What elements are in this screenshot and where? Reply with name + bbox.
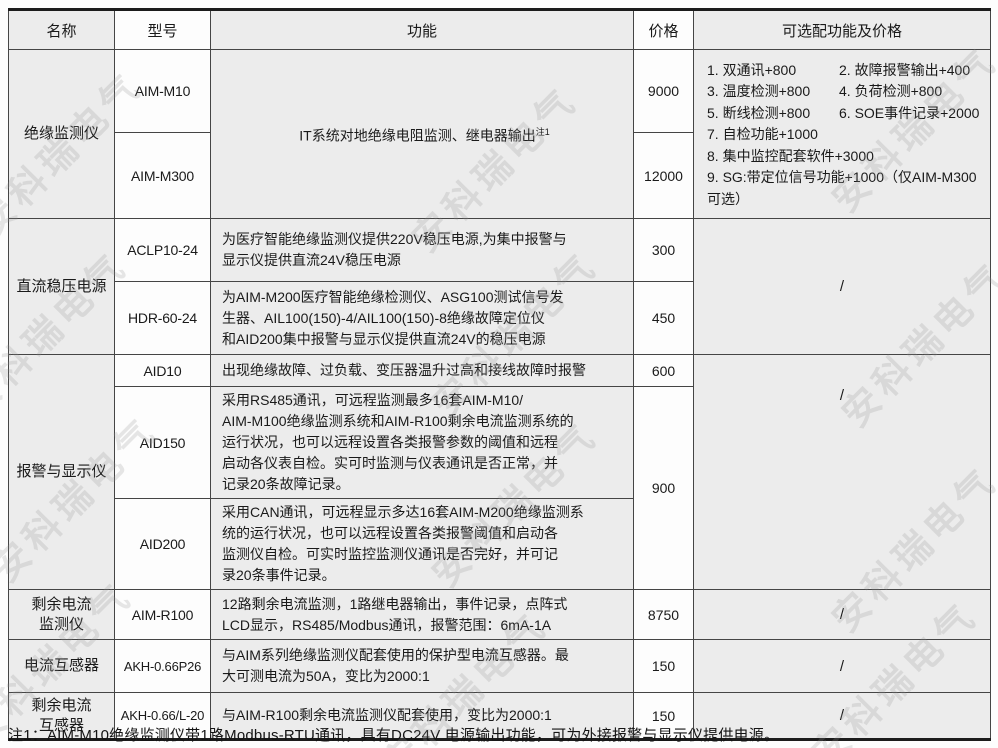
option-line: 5. 断线检测+800 6. SOE事件记录+2000	[707, 103, 986, 125]
row-hdr-60-24: HDR-60-24 为AIM-M200医疗智能绝缘检测仪、ASG100测试信号发…	[9, 281, 991, 355]
cell-model-aid150: AID150	[114, 386, 211, 499]
option-item: 5. 断线检测+800	[707, 104, 811, 121]
option-item: 3. 温度检测+800	[707, 83, 811, 100]
cell-model-aim-m300: AIM-M300	[114, 132, 211, 219]
cell-function-aim-r100: 12路剩余电流监测，1路继电器输出，事件记录，点阵式 LCD显示，RS485/M…	[210, 589, 634, 640]
cell-function-insulation: IT系统对地绝缘电阻监测、继电器输出注1	[210, 49, 634, 219]
cell-model-aclp10-24: ACLP10-24	[114, 218, 211, 282]
row-akh-066l20: 剩余电流 互感器 AKH-0.66/L-20 与AIM-R100剩余电流监测仪配…	[8, 692, 991, 740]
row-aid10: 报警与显示仪 AID10 出现绝缘故障、过负载、变压器温升过高和接线故障时报警 …	[8, 354, 991, 590]
cell-model-aim-m10: AIM-M10	[114, 49, 211, 133]
cell-name-alarm-display: 报警与显示仪	[8, 354, 115, 590]
header-price: 价格	[633, 9, 694, 50]
cell-options-dc-power: /	[693, 218, 991, 355]
row-aclp10-24: 直流稳压电源 ACLP10-24 为医疗智能绝缘监测仪提供220V稳压电源,为集…	[8, 218, 991, 355]
cell-model-aid200: AID200	[114, 498, 211, 590]
cell-name-dc-power: 直流稳压电源	[8, 218, 115, 355]
table-header-row: 名称 型号 功能 价格 可选配功能及价格	[8, 9, 991, 50]
cell-price-aclp10-24: 300	[633, 218, 694, 282]
option-line: 8. 集中监控配套软件+3000	[707, 147, 874, 164]
row-aid200: AID200 采用CAN通讯，可远程显示多达16套AIM-M200绝缘监测系 统…	[9, 498, 991, 590]
option-item: 6. SOE事件记录+2000	[839, 104, 980, 121]
cell-function-aclp10-24: 为医疗智能绝缘监测仪提供220V稳压电源,为集中报警与 显示仪提供直流24V稳压…	[210, 218, 634, 282]
cell-options-akh-066p26: /	[693, 639, 991, 693]
cell-function-akh-066p26: 与AIM系列绝缘监测仪配套使用的保护型电流互感器。最 大可测电流为50A，变比为…	[210, 639, 634, 693]
option-line: 9. SG:带定位信号功能+1000（仅AIM-M300 可选）	[707, 169, 977, 207]
header-options: 可选配功能及价格	[693, 9, 991, 50]
footnote: 注1：AIM-M10绝缘监测仪带1路Modbus-RTU通讯，具有DC24V 电…	[8, 727, 780, 744]
cell-options-akh-066l20: /	[693, 692, 991, 740]
cell-name-current-transformer: 电流互感器	[8, 639, 115, 693]
option-item: 4. 负荷检测+800	[839, 83, 943, 100]
cell-options-insulation: 1. 双通讯+800 2. 故障报警输出+400 3. 温度检测+800 4. 负荷…	[693, 49, 991, 219]
cell-function-aid200: 采用CAN通讯，可远程显示多达16套AIM-M200绝缘监测系 统的运行状况，也…	[210, 498, 634, 590]
option-line: 3. 温度检测+800 4. 负荷检测+800	[707, 81, 986, 103]
cell-model-hdr-60-24: HDR-60-24	[114, 281, 211, 355]
option-line: 1. 双通讯+800 2. 故障报警输出+400	[707, 60, 986, 82]
function-text: IT系统对地绝缘电阻监测、继电器输出	[299, 127, 536, 144]
cell-name-insulation: 绝缘监测仪	[8, 49, 115, 219]
row-aim-r100: 剩余电流 监测仪 AIM-R100 12路剩余电流监测，1路继电器输出，事件记录…	[8, 589, 991, 640]
cell-options-alarm-display: /	[693, 354, 991, 590]
cell-name-residual-monitor: 剩余电流 监测仪	[8, 589, 115, 640]
cell-model-aid10: AID10	[114, 354, 211, 387]
cell-price-aid150-aid200: 900	[633, 386, 694, 590]
header-model: 型号	[114, 9, 211, 50]
cell-model-aim-r100: AIM-R100	[114, 589, 211, 640]
option-item: 2. 故障报警输出+400	[839, 61, 971, 78]
cell-price-hdr-60-24: 450	[633, 281, 694, 355]
option-item: 1. 双通讯+800	[707, 61, 797, 78]
header-name: 名称	[8, 9, 115, 50]
cell-name-residual-ct: 剩余电流 互感器	[8, 692, 115, 740]
cell-price-aim-r100: 8750	[633, 589, 694, 640]
cell-model-akh-066p26: AKH-0.66P26	[114, 639, 211, 693]
cell-price-aim-m300: 12000	[633, 132, 694, 219]
row-akh-066p26: 电流互感器 AKH-0.66P26 与AIM系列绝缘监测仪配套使用的保护型电流互…	[8, 639, 991, 693]
row-aim-m10: 绝缘监测仪 AIM-M10 IT系统对地绝缘电阻监测、继电器输出注1 9000 …	[8, 49, 991, 219]
row-aid150: AID150 采用RS485通讯，可远程监测最多16套AIM-M10/ AIM-…	[9, 386, 991, 590]
cell-price-akh-066l20: 150	[633, 692, 694, 740]
footnote-ref: 注1	[535, 126, 550, 137]
cell-price-aid10: 600	[633, 354, 694, 387]
header-function: 功能	[210, 9, 634, 50]
cell-options-aim-r100: /	[693, 589, 991, 640]
row-aim-m300: AIM-M300 12000	[9, 132, 991, 219]
product-spec-table: 名称 型号 功能 价格 可选配功能及价格 绝缘监测仪 AIM-M10 IT系统对…	[8, 8, 991, 741]
cell-price-aim-m10: 9000	[633, 49, 694, 133]
cell-function-aid150: 采用RS485通讯，可远程监测最多16套AIM-M10/ AIM-M100绝缘监…	[210, 386, 634, 499]
cell-function-hdr-60-24: 为AIM-M200医疗智能绝缘检测仪、ASG100测试信号发 生器、AIL100…	[210, 281, 634, 355]
cell-price-akh-066p26: 150	[633, 639, 694, 693]
cell-function-akh-066l20: 与AIM-R100剩余电流监测仪配套使用，变比为2000:1	[210, 692, 634, 740]
cell-function-aid10: 出现绝缘故障、过负载、变压器温升过高和接线故障时报警	[210, 354, 634, 387]
option-line: 7. 自检功能+1000	[707, 126, 818, 143]
